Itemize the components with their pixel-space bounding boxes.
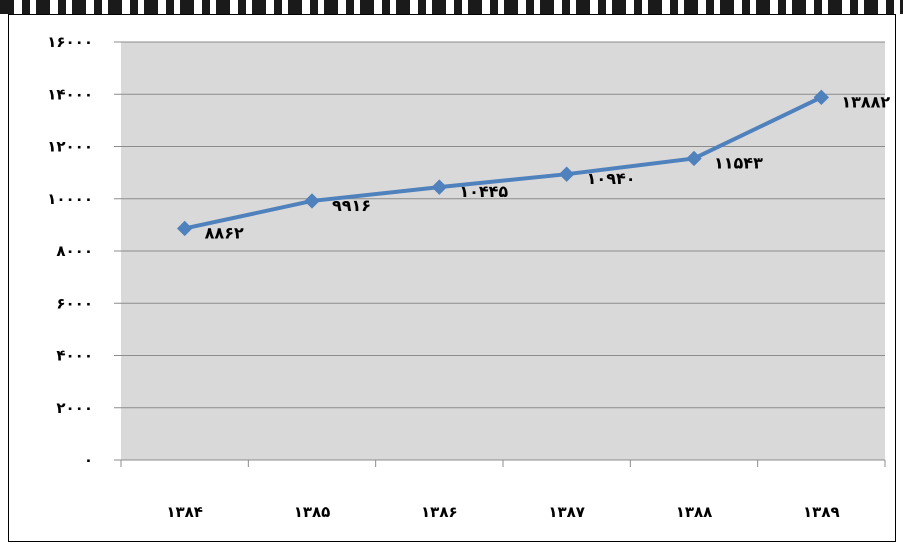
data-label: ۱۰۴۴۵	[459, 182, 508, 201]
series-line	[184, 95, 823, 231]
y-tick-label: ۸۰۰۰	[56, 242, 93, 260]
data-label: ۱۰۹۴۰	[587, 169, 636, 188]
y-tick-label: ۱۴۰۰۰	[47, 85, 93, 103]
x-tick-label: ۱۳۸۷	[548, 503, 585, 521]
data-point-marker	[304, 193, 320, 209]
y-tick-label: ۰	[84, 451, 93, 469]
data-point-marker	[686, 150, 702, 167]
chart-frame: ۰ ۲۰۰۰ ۴۰۰۰ ۶۰۰۰ ۸۰۰۰ ۱۰۰۰۰ ۱۲۰۰۰ ۱۴۰۰۰ ۱۶۰۰۰ ۱۳۸…	[8, 14, 896, 542]
y-tick-label: ۲۰۰۰	[56, 399, 93, 417]
data-label: ۱۳۸۸۲	[841, 92, 890, 111]
x-tick-label: ۱۳۸۸	[676, 503, 713, 521]
data-point-marker	[813, 89, 830, 106]
y-tick-label: ۴۰۰۰	[56, 347, 93, 365]
x-tick-label: ۱۳۸۴	[166, 503, 203, 521]
data-point-marker	[558, 166, 575, 182]
y-tick-label: ۱۲۰۰۰	[47, 138, 93, 156]
data-label: ۸۸۶۲	[205, 223, 244, 242]
data-point-marker	[176, 220, 193, 237]
x-tick-label: ۱۳۸۹	[803, 503, 840, 521]
y-tick-label: ۶۰۰۰	[56, 294, 93, 312]
x-tick-label: ۱۳۸۵	[294, 503, 331, 521]
x-tick-label: ۱۳۸۶	[421, 503, 458, 521]
y-tick-label: ۱۶۰۰۰	[47, 33, 93, 51]
data-point-marker	[431, 179, 448, 195]
data-label: ۱۱۵۴۳	[714, 153, 763, 172]
line-chart: ۰ ۲۰۰۰ ۴۰۰۰ ۶۰۰۰ ۸۰۰۰ ۱۰۰۰۰ ۱۲۰۰۰ ۱۴۰۰۰ ۱۶۰۰۰ ۱۳۸…	[47, 33, 890, 521]
y-tick-label: ۱۰۰۰۰	[47, 190, 93, 208]
cropped-header-text	[0, 0, 903, 14]
data-label: ۹۹۱۶	[332, 196, 371, 215]
